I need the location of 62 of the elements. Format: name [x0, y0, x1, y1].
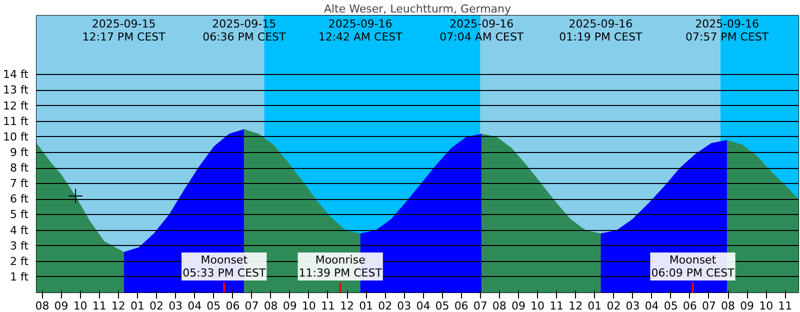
x-tick-label: 10 [73, 300, 88, 312]
x-tick-label: 08 [492, 300, 506, 312]
y-tick-label: 7 ft [10, 177, 30, 190]
x-tick-label: 10 [302, 300, 316, 312]
x-tick-label: 10 [530, 300, 545, 312]
ref-line-label: Moonset 05:33 PM CEST [182, 254, 266, 280]
x-tick-label: 07 [702, 300, 716, 312]
x-tick-label: 05 [435, 300, 450, 312]
x-tick-label: 02 [606, 300, 621, 312]
x-tick-label: 08 [721, 300, 736, 312]
x-tick-label: 07 [244, 300, 259, 312]
x-tick-label: 03 [626, 300, 640, 312]
x-tick-label: 09 [740, 300, 754, 312]
y-tick-label: 2 ft [10, 254, 30, 268]
y-tick-label: 8 ft [10, 162, 30, 175]
x-tick-label: 02 [378, 300, 392, 312]
y-tick-label: 11 ft [3, 114, 30, 128]
x-tick-label: 01 [588, 300, 602, 312]
x-tick-label: 09 [511, 300, 526, 312]
y-tick-label: 1 ft [10, 270, 30, 284]
y-tick-label: 14 ft [3, 68, 30, 82]
x-tick-label: 09 [282, 300, 297, 312]
y-tick-label: 3 ft [10, 239, 30, 252]
x-tick-label: 05 [664, 300, 678, 312]
annotation: 2025-09-16 12:42 AM CEST [318, 18, 403, 44]
y-tick-label: 12 ft [3, 99, 30, 112]
x-tick-label: 04 [416, 300, 430, 312]
y-tick-label: 10 ft [3, 130, 30, 144]
chart-title: Alte Weser, Leuchtturm, Germany [324, 2, 512, 16]
x-tick-label: 04 [644, 300, 659, 312]
x-tick-label: 03 [397, 300, 412, 312]
x-tick-label: 03 [168, 300, 183, 312]
x-tick-label: 12 [111, 300, 126, 312]
x-tick-label: 12 [568, 300, 583, 312]
x-tick-label: 11 [778, 300, 792, 312]
annotation: 2025-09-15 12:17 PM CEST [82, 18, 166, 44]
x-tick-label: 07 [473, 300, 488, 312]
x-tick-label: 11 [320, 300, 335, 312]
ref-line-label: Moonset 06:09 PM CEST [651, 254, 735, 280]
x-tick-label: 08 [264, 300, 278, 312]
x-tick-label: 02 [150, 300, 164, 312]
x-tick-label: 01 [130, 300, 144, 312]
y-tick-label: 6 ft [10, 192, 30, 206]
annotation: 2025-09-16 07:57 PM CEST [685, 18, 769, 44]
x-tick-label: 11 [550, 300, 564, 312]
y-tick-label: 13 ft [3, 84, 30, 97]
y-tick-label: 9 ft [10, 146, 30, 159]
x-tick-label: 10 [759, 300, 774, 312]
x-tick-label: 05 [206, 300, 221, 312]
x-tick-label: 04 [188, 300, 202, 312]
x-tick-label: 01 [359, 300, 374, 312]
x-tick-label: 06 [226, 300, 240, 312]
x-tick-label: 09 [54, 300, 68, 312]
x-tick-label: 06 [682, 300, 697, 312]
y-tick-label: 4 ft [10, 224, 30, 237]
annotation: 2025-09-16 01:19 PM CEST [559, 18, 643, 44]
x-tick-label: 06 [454, 300, 468, 312]
x-tick-label: 11 [92, 300, 106, 312]
x-tick-label: 12 [340, 300, 354, 312]
ref-line-label: Moonrise 11:39 PM CEST [298, 254, 382, 280]
x-tick-label: 08 [35, 300, 50, 312]
y-tick-label: 5 ft [10, 208, 30, 222]
